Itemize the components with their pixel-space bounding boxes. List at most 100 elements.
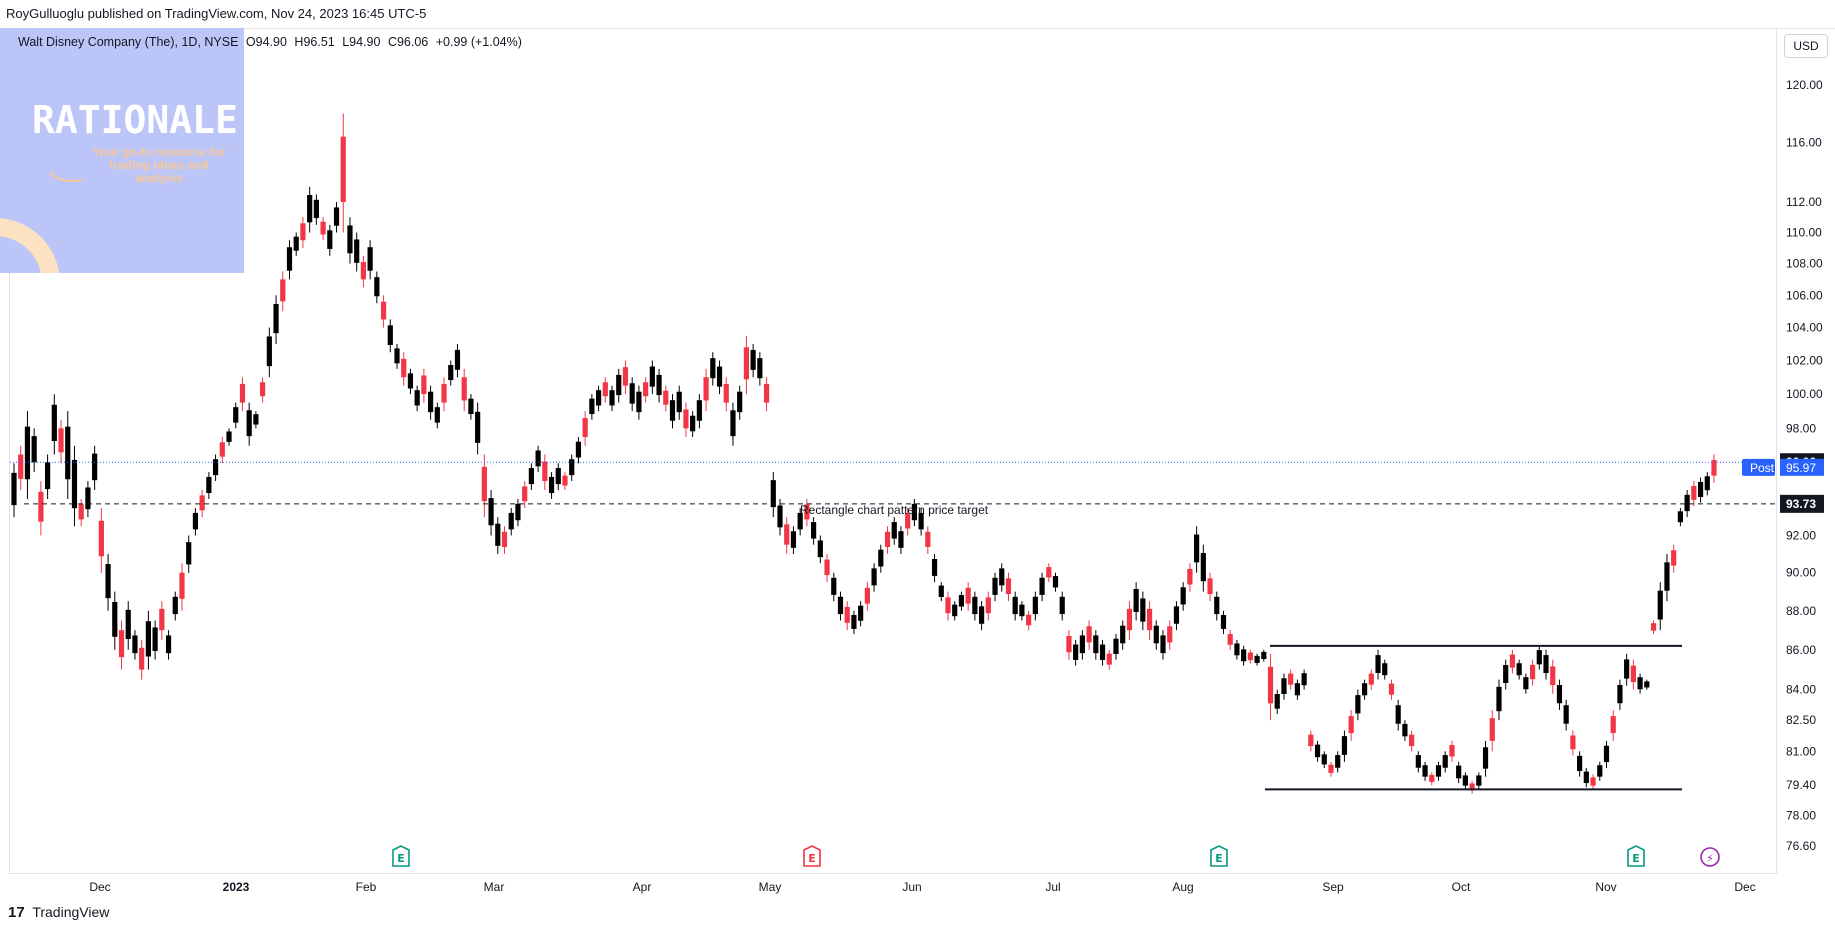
symbol-name[interactable]: Walt Disney Company (The), 1D, NYSE [18, 35, 239, 49]
event-markers[interactable]: E E E E ⚡ [392, 845, 1720, 867]
candle-body [78, 504, 84, 520]
candle-body [1355, 695, 1361, 714]
candle-body [784, 524, 790, 545]
candle-body [1120, 625, 1126, 644]
candle-body [1563, 705, 1569, 724]
earnings-event-icon[interactable] [392, 845, 410, 867]
candle-body [730, 410, 736, 437]
candle-body [1314, 744, 1321, 758]
candle-body [643, 382, 649, 397]
candle-body [58, 428, 64, 453]
candle-body [132, 635, 138, 654]
candle-body [1442, 755, 1448, 768]
candle-body [1603, 745, 1610, 763]
target-price-label: 93.73 [1786, 497, 1816, 511]
candle-body [817, 540, 823, 558]
candle-body [1691, 486, 1697, 500]
candle-body [703, 377, 709, 401]
candle-body [1106, 653, 1112, 665]
candle-body [737, 391, 743, 413]
candle-body [690, 415, 696, 432]
candle-body [1005, 578, 1012, 595]
tradingview-footer[interactable]: 17 TradingView [8, 904, 109, 921]
news-event-icon[interactable] [1700, 847, 1720, 867]
post-tag-label: Post [1750, 461, 1775, 475]
legend-low: L94.90 [342, 35, 381, 49]
candle-body [260, 382, 266, 397]
candle-body [1328, 764, 1334, 773]
price-tick-label: 104.00 [1786, 321, 1823, 335]
symbol-legend[interactable]: Walt Disney Company (The), 1D, NYSE O94.… [18, 35, 526, 49]
candle-body [1039, 577, 1045, 595]
currency-button[interactable]: USD [1784, 34, 1828, 58]
price-tick-label: 90.00 [1786, 566, 1816, 580]
candle-body [1503, 665, 1509, 684]
candle-body [911, 503, 917, 521]
candle-body [1093, 635, 1099, 654]
candle-body [1375, 655, 1381, 673]
candle-body [535, 450, 541, 467]
candle-body [293, 236, 299, 251]
price-axis-border [1776, 28, 1777, 874]
candle-body [824, 559, 830, 576]
price-tick-label: 108.00 [1786, 257, 1823, 271]
candle-body [1227, 634, 1233, 645]
candle-body [1059, 596, 1065, 615]
candle-body [1234, 643, 1240, 656]
price-tick-label: 102.00 [1786, 354, 1823, 368]
legend-high: H96.51 [294, 35, 335, 49]
candle-body [1462, 775, 1468, 786]
candle-body [387, 325, 393, 345]
candle-body [273, 303, 279, 334]
candle-body [562, 475, 568, 486]
candle-body [1509, 654, 1516, 668]
candle-body [1449, 745, 1455, 757]
earnings-event-icon[interactable] [803, 845, 821, 867]
candle-body [1274, 694, 1280, 709]
candle-body [871, 568, 877, 586]
earnings-event-icon[interactable] [1627, 845, 1645, 867]
candle-body [1536, 650, 1542, 665]
candle-body [1126, 608, 1133, 631]
candle-body [1482, 747, 1489, 769]
candle-body [38, 491, 44, 522]
candle-body [1160, 635, 1166, 654]
event-marker-label: E [1632, 852, 1640, 865]
candle-body [884, 531, 891, 547]
price-tick-label: 82.50 [1786, 713, 1816, 727]
candle-body [441, 383, 447, 403]
candle-body [212, 459, 219, 476]
time-tick-label: 2023 [223, 880, 250, 894]
candle-body [763, 383, 770, 403]
tradingview-name: TradingView [32, 904, 110, 920]
candle-body [1476, 775, 1482, 786]
candle-body [851, 614, 857, 629]
candle-body [522, 486, 528, 502]
candle-body [112, 601, 118, 637]
candle-body [1180, 587, 1186, 605]
candle-body [683, 409, 689, 429]
candle-body [454, 349, 461, 370]
candle-body [622, 367, 629, 386]
candle-body [333, 207, 340, 226]
legend-change: +0.99 (+1.04%) [435, 35, 522, 49]
candle-body [1496, 686, 1502, 712]
candle-body [972, 596, 978, 615]
candle-body [515, 503, 521, 521]
time-tick-label: Sep [1322, 880, 1344, 894]
candle-body [1341, 736, 1348, 755]
legend-open: O94.90 [245, 35, 287, 49]
candle-body [414, 390, 420, 406]
candle-body [831, 577, 837, 595]
candle-body [1026, 614, 1032, 626]
time-axis: Dec 2023 Feb Mar Apr May Jun Jul Aug Sep Oct Nov Dec [89, 880, 1755, 894]
candle-body [347, 225, 353, 254]
candle-body [51, 404, 57, 442]
candle-body [1173, 606, 1180, 624]
candle-body [864, 587, 870, 604]
earnings-event-icon[interactable] [1210, 845, 1228, 867]
candle-body [1153, 625, 1159, 644]
price-tick-label: 86.00 [1786, 643, 1816, 657]
price-tick-label: 116.00 [1786, 135, 1822, 149]
